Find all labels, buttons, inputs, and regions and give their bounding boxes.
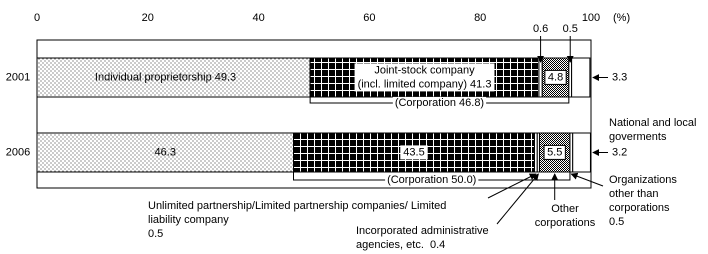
y-tick-label: 2006 [6,146,30,158]
bar-label: 43.5 [403,146,424,158]
callout-value: 3.3 [612,71,627,83]
callout-arrow [487,173,537,199]
label-box [392,96,487,109]
bar-label: Individual proprietorship 49.3 [95,71,236,83]
x-tick-label: 20 [142,12,154,24]
bar-segment [571,57,591,98]
y-tick-label: 2001 [6,71,30,83]
x-tick-label: 40 [252,12,264,24]
bar-segment [572,132,591,173]
label-box [354,63,495,92]
callout-text: 0.5 [148,228,164,240]
label-box [385,173,479,186]
callout: National and local goverments [609,116,707,144]
label-box [400,145,428,160]
label-box [543,144,566,160]
callout-text: Incorporated administrative agencies, et… [356,225,489,251]
x-axis-unit: (%) [613,12,630,24]
callout-text: 0.4 [430,239,446,251]
callout: Organizations other than corporations 0.5 [609,173,699,229]
bar-label: (incl. limited company) 41.3 [358,78,492,90]
callout-text: 0.5 [609,216,625,228]
bracket-label: (Corporation 46.8) [395,97,484,109]
callout-text: Organizations other than corporations [609,174,677,214]
bar-label: 4.8 [548,71,563,83]
callout-value: 0.5 [563,23,578,35]
x-tick-label: 0 [34,12,40,24]
callout: Incorporated administrative agencies, et… [356,224,526,252]
callout-text: Unlimited partnership/Limited partnershi… [148,200,447,226]
label-box [544,69,567,85]
callout: Other corporations [527,202,603,230]
bar-segment [36,57,311,98]
bar-label: Joint-stock company [374,64,475,76]
callout-text: National and local goverments [609,117,697,143]
callout-text: Other corporations [534,203,596,229]
plot-frame [36,39,592,189]
callout: Unlimited partnership/Limited partnershi… [148,199,478,241]
callout-arrow [496,173,539,225]
x-tick-label: 100 [582,12,600,24]
x-tick-label: 60 [363,12,375,24]
callout-arrow [570,172,604,187]
x-tick-label: 80 [474,12,486,24]
bar-label: 46.3 [155,146,176,158]
callout-value: 3.2 [612,146,627,158]
bar-label: 5.5 [547,146,562,158]
bracket-label: (Corporation 50.0) [387,174,476,186]
callout-value: 0.6 [533,23,548,35]
